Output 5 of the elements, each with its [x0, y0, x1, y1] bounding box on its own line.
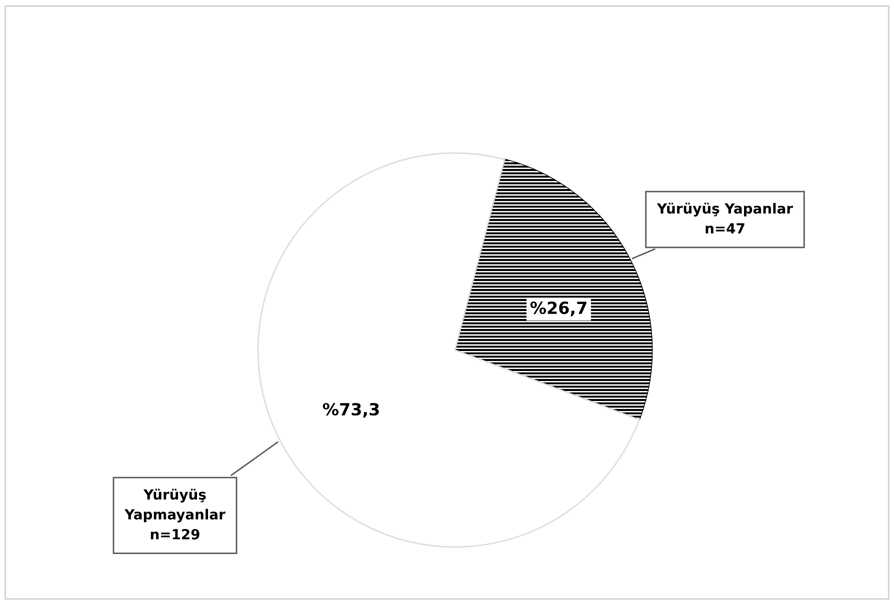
data-label: %26,7 — [530, 302, 586, 316]
data-label: %73,3 — [322, 402, 379, 418]
pie-slice — [257, 152, 640, 548]
slice-label: Yürüyüş Yapanlar n=47 — [656, 202, 793, 234]
slice-label: Yürüyüş Yapmayanlar n=129 — [124, 488, 226, 540]
